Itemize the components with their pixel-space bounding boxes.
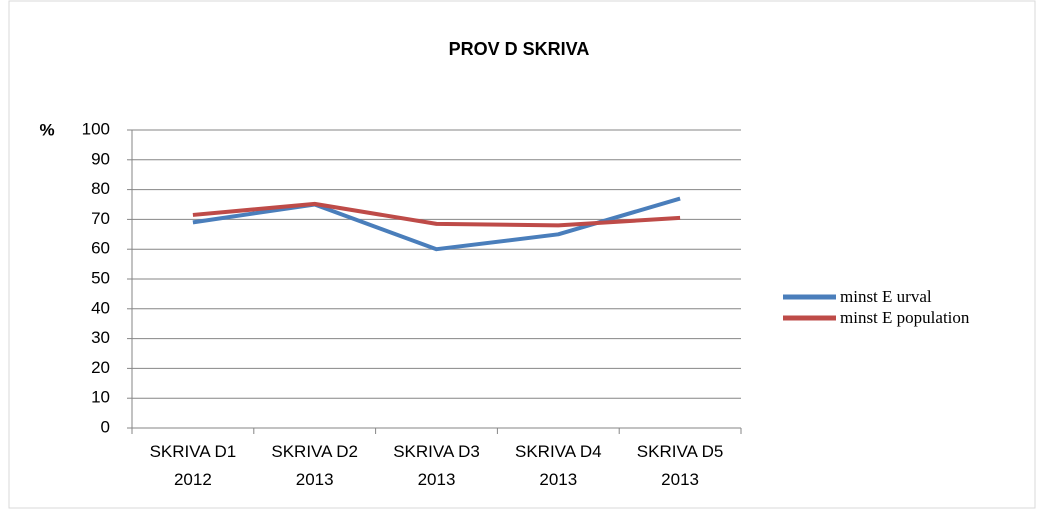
x-tick-label: SKRIVA D5 2013 [636, 442, 724, 489]
chart-frame [8, 0, 1036, 509]
chart-title: PROV D SKRIVA [449, 39, 590, 59]
x-tick-label: SKRIVA D3 2013 [393, 442, 480, 489]
y-tick-label: 20 [91, 358, 110, 377]
series-line [192, 201, 681, 228]
y-axis-label: % [39, 120, 54, 139]
x-tick-label: SKRIVA D1 2012 [149, 442, 237, 489]
x-tick-label: SKRIVA D4 2013 [514, 442, 602, 489]
y-tick-label: 90 [91, 149, 110, 168]
y-tick-label: 10 [91, 388, 110, 407]
y-tick-label: 50 [91, 268, 110, 287]
y-tick-label: 60 [91, 239, 110, 258]
y-tick-label: 0 [101, 417, 110, 436]
legend-label: minst E urval [840, 287, 932, 306]
y-tick-label: 70 [91, 209, 110, 228]
y-tick-label: 80 [91, 179, 110, 198]
legend-label: minst E population [840, 308, 970, 327]
x-tick-label: SKRIVA D2 2013 [271, 442, 358, 489]
y-tick-label: 40 [91, 298, 110, 317]
y-tick-label: 30 [91, 328, 110, 347]
y-tick-label: 100 [82, 119, 110, 138]
